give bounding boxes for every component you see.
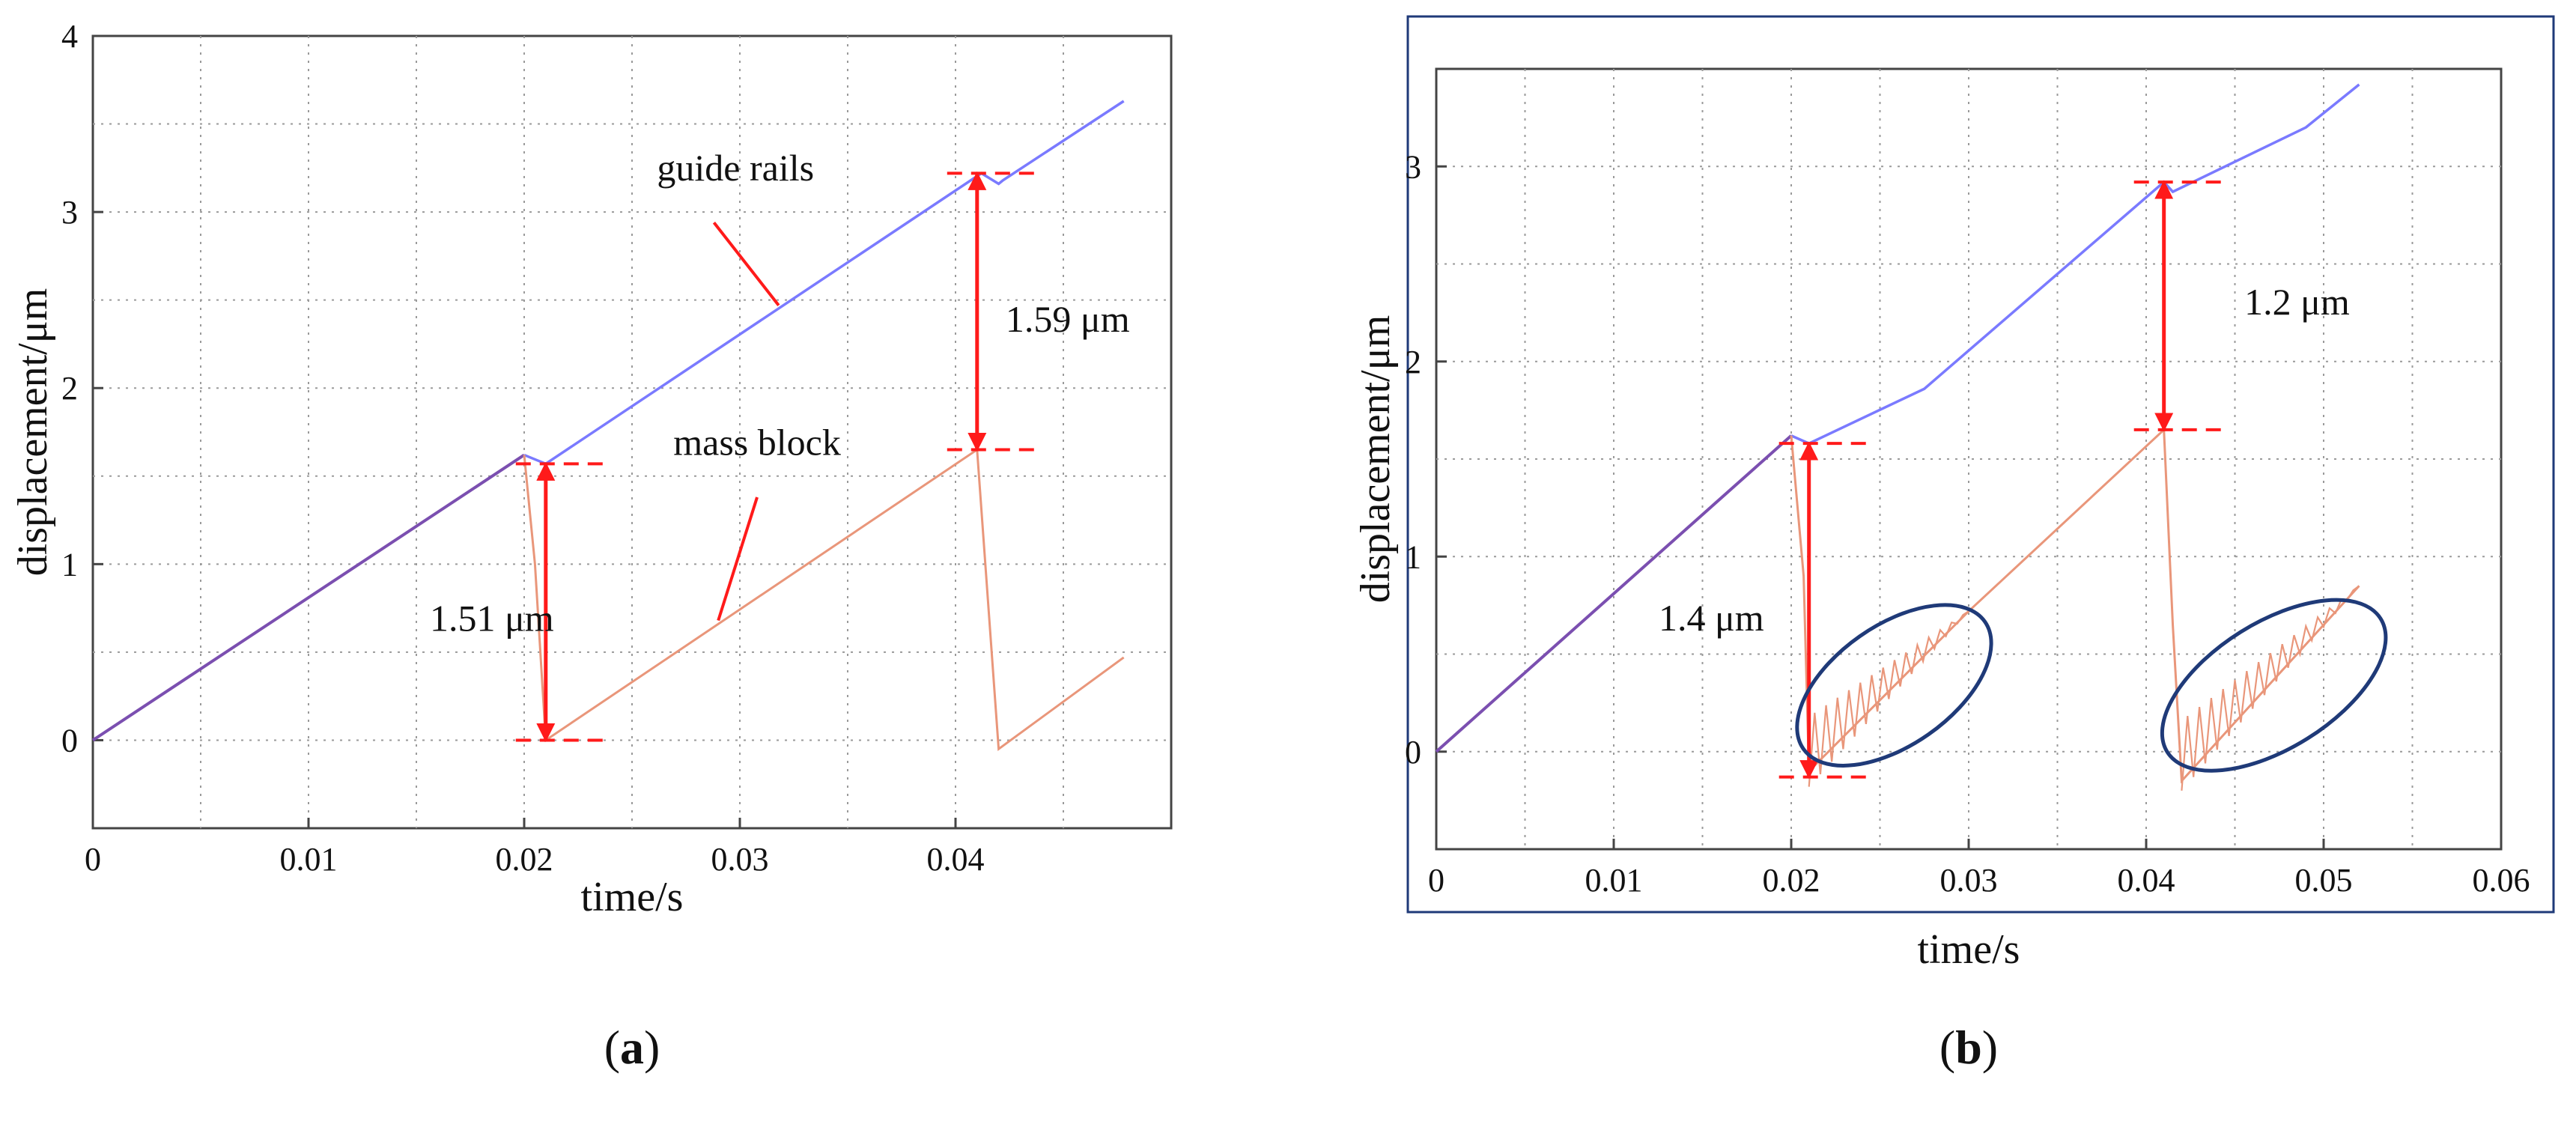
oscillation-trace: [1808, 610, 1969, 787]
y-tick-labels-b: 0 1 2 3: [1405, 148, 1421, 771]
outer-frame-b: [1406, 15, 2555, 914]
x-tick-label: 0.01: [1585, 862, 1643, 899]
panel-label-b: (b): [1939, 1021, 1998, 1074]
x-tick-label: 0: [1428, 862, 1445, 899]
overlap-line: [1435, 434, 1793, 753]
x-tick-labels-a: 0 0.01 0.02 0.03 0.04: [85, 841, 985, 878]
annotations-b: 1.4 μm 1.2 μm: [1659, 180, 2388, 780]
overlap-line: [91, 453, 526, 742]
x-tick-label: 0.05: [2295, 862, 2353, 899]
x-tick-label: 0.03: [1940, 862, 1998, 899]
x-tick-label: 0.02: [1763, 862, 1820, 899]
leader-line-guide-rails: [712, 221, 780, 306]
y-tick-label: 0: [61, 722, 78, 759]
oscillation-trace: [2181, 585, 2360, 791]
y-tick-label: 2: [1405, 344, 1421, 380]
x-tick-label: 0.04: [927, 841, 985, 878]
measurement-label: 1.2 μm: [2244, 281, 2350, 323]
panel-label-a: (a): [604, 1021, 660, 1074]
measurement-label: 1.4 μm: [1659, 597, 1764, 639]
y-axis-label-a: displacement/μm: [10, 288, 56, 577]
x-tick-label: 0.04: [2118, 862, 2175, 899]
highlight-ellipse: [1795, 603, 1993, 768]
y-tick-label: 4: [61, 18, 78, 55]
series-line-mass-block: [523, 447, 1125, 752]
y-tick-label: 1: [1405, 538, 1421, 575]
plot-frame-b: [1435, 67, 2503, 851]
y-tick-label: 3: [1405, 148, 1421, 185]
annotations-a: guide rails mass block 1.51 μm 1.59 μm: [430, 147, 1130, 742]
highlight-ellipse: [2160, 598, 2388, 773]
x-tick-label: 0.01: [280, 841, 338, 878]
y-tick-label: 1: [61, 546, 78, 583]
measurement-label: 1.59 μm: [1006, 298, 1130, 340]
series-label: mass block: [673, 422, 841, 464]
panel-letter-b: b: [1955, 1021, 1982, 1074]
x-axis-label-b: time/s: [1918, 926, 2020, 973]
x-tick-label: 0.02: [496, 841, 553, 878]
x-tick-label: 0.03: [711, 841, 769, 878]
measurement-label: 1.51 μm: [430, 598, 554, 640]
panel-a: 0 0.01 0.02 0.03 0.04 0 1 2 3 4 guide rails mass …: [10, 18, 1173, 1074]
panel-letter-a: a: [620, 1021, 644, 1074]
y-tick-label: 3: [61, 194, 78, 231]
y-tick-label: 2: [61, 370, 78, 407]
panel-b: 0 0.01 0.02 0.03 0.04 0.05 0.06 0 1 2 3 1.4 μm 1.2…: [1352, 15, 2555, 1074]
x-tick-label: 0: [85, 841, 101, 878]
x-axis-label-a: time/s: [581, 874, 684, 920]
y-tick-labels-a: 0 1 2 3 4: [61, 18, 78, 759]
x-tick-label: 0.06: [2473, 862, 2530, 899]
y-axis-label-b: displacement/μm: [1352, 315, 1399, 604]
leader-line-mass-block: [717, 496, 759, 622]
x-tick-labels-b: 0 0.01 0.02 0.03 0.04 0.05 0.06: [1428, 862, 2530, 899]
y-tick-label: 0: [1405, 734, 1421, 771]
series-label: guide rails: [657, 147, 814, 189]
